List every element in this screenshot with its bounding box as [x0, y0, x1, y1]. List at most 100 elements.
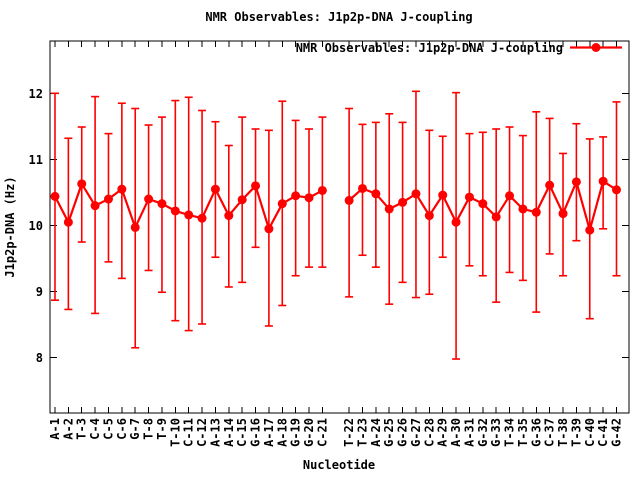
x-tick-label: T-10 — [168, 418, 182, 447]
x-tick-label: G-36 — [529, 418, 543, 447]
data-point-marker — [398, 197, 408, 207]
data-point-marker — [531, 207, 541, 217]
x-tick-label: C-4 — [88, 418, 102, 440]
x-tick-label: T-3 — [75, 418, 89, 440]
x-tick-label: T-23 — [355, 418, 369, 447]
x-tick-label: T-8 — [142, 418, 156, 440]
x-tick-label: A-2 — [61, 418, 75, 440]
data-point-marker — [344, 195, 354, 205]
data-point-marker — [585, 225, 595, 235]
data-point-marker — [170, 206, 180, 216]
plot-border — [49, 40, 630, 414]
data-point-marker — [612, 185, 621, 195]
data-point-marker — [411, 189, 421, 199]
data-point-marker — [210, 184, 220, 194]
y-tick-label: 12 — [29, 87, 43, 101]
x-tick-label: G-42 — [610, 418, 624, 447]
x-tick-label: T-35 — [516, 418, 530, 447]
data-point-marker — [291, 191, 301, 201]
y-tick-label: 8 — [36, 351, 43, 365]
data-point-marker — [304, 193, 314, 203]
x-tick-label: C-40 — [583, 418, 597, 447]
x-tick-label: G-19 — [289, 418, 303, 447]
x-tick-label: A-24 — [369, 418, 383, 447]
chart-title: NMR Observables: J1p2p-DNA J-coupling — [205, 10, 472, 24]
data-point-marker — [384, 204, 394, 214]
x-tick-label: C-21 — [315, 418, 329, 447]
data-point-marker — [237, 195, 247, 205]
x-tick-label: G-25 — [382, 418, 396, 447]
x-tick-label: T-22 — [342, 418, 356, 447]
y-axis-label: J1p2p-DNA (Hz) — [3, 176, 17, 277]
x-tick-label: G-26 — [396, 418, 410, 447]
x-tick-label: C-5 — [101, 418, 115, 440]
y-tick-label: 11 — [29, 153, 43, 167]
x-tick-label: C-41 — [596, 418, 610, 447]
x-tick-label: A-29 — [436, 418, 450, 447]
x-tick-label: G-33 — [489, 418, 503, 447]
x-tick-label: A-14 — [222, 418, 236, 447]
data-point-marker — [130, 222, 140, 232]
data-point-marker — [63, 217, 73, 227]
data-point-marker — [251, 181, 261, 191]
data-point-marker — [571, 177, 581, 187]
data-point-marker — [505, 191, 515, 201]
data-point-marker — [438, 190, 448, 200]
x-tick-label: G-20 — [302, 418, 316, 447]
legend: NMR Observables: J1p2p-DNA J-coupling — [296, 41, 622, 55]
data-point-marker — [224, 211, 234, 221]
x-tick-label: T-9 — [155, 418, 169, 440]
x-tick-label: G-7 — [128, 418, 142, 440]
data-point-marker — [264, 224, 274, 234]
data-point-marker — [464, 192, 474, 202]
x-tick-label: T-39 — [569, 418, 583, 447]
data-point-marker — [50, 191, 60, 201]
data-point-marker — [598, 176, 608, 186]
data-point-marker — [103, 194, 113, 204]
data-point-marker — [371, 189, 381, 199]
data-point-marker — [277, 199, 287, 209]
data-point-marker — [77, 179, 87, 189]
x-tick-label: A-1 — [48, 418, 62, 440]
y-tick-label: 9 — [36, 285, 43, 299]
x-tick-label: G-32 — [476, 418, 490, 447]
data-point-marker — [357, 183, 367, 193]
x-tick-label: C-11 — [182, 418, 196, 447]
x-tick-label: T-38 — [556, 418, 570, 447]
x-tick-label: A-30 — [449, 418, 463, 447]
data-point-marker — [90, 201, 100, 211]
data-point-marker — [117, 184, 127, 194]
legend-marker-sample — [591, 43, 601, 52]
x-tick-label: A-31 — [462, 418, 476, 447]
data-point-marker — [545, 180, 555, 190]
data-point-marker — [157, 199, 167, 209]
x-tick-label: C-6 — [115, 418, 129, 440]
data-point-marker — [317, 185, 327, 195]
data-point-marker — [518, 204, 528, 214]
x-tick-label: C-37 — [543, 418, 557, 447]
y-tick-label: 10 — [29, 219, 43, 233]
data-point-marker — [197, 213, 207, 223]
data-point-marker — [184, 210, 194, 220]
data-point-marker — [424, 211, 434, 221]
x-tick-label: T-34 — [503, 418, 517, 447]
data-point-marker — [451, 217, 461, 227]
x-tick-label: G-27 — [409, 418, 423, 447]
data-point-marker — [558, 209, 568, 219]
x-tick-label: C-28 — [422, 418, 436, 447]
x-tick-label: A-17 — [262, 418, 276, 447]
x-axis-label: Nucleotide — [303, 458, 375, 472]
data-point-marker — [491, 212, 501, 222]
x-tick-label: C-12 — [195, 418, 209, 447]
x-tick-label: A-13 — [208, 418, 222, 447]
data-point-marker — [144, 194, 154, 204]
x-tick-label: A-18 — [275, 418, 289, 447]
legend-label: NMR Observables: J1p2p-DNA J-coupling — [296, 41, 563, 55]
x-tick-label: G-16 — [249, 418, 263, 447]
x-tick-label: C-15 — [235, 418, 249, 447]
data-point-marker — [478, 199, 488, 209]
